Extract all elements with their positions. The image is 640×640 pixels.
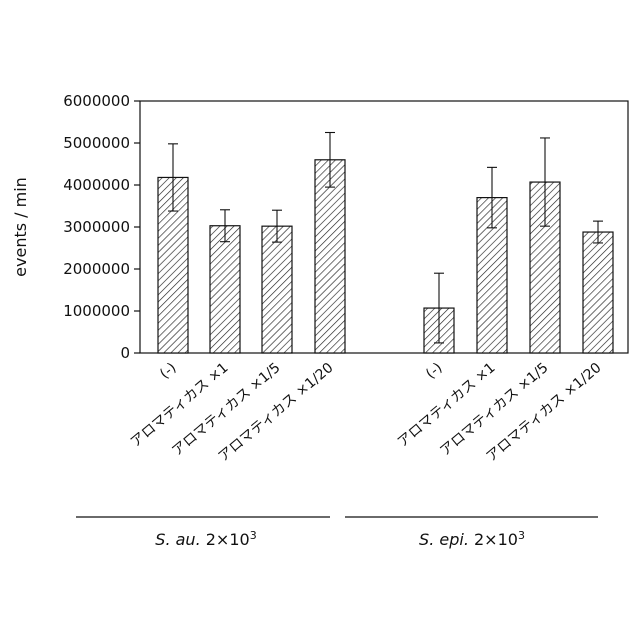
y-tick-label: 4000000 [63, 176, 130, 194]
y-tick-label: 1000000 [63, 302, 130, 320]
y-tick-label: 3000000 [63, 218, 130, 236]
bar [315, 160, 345, 353]
bar [210, 226, 240, 353]
category-labels: (-)アロマティカス ×1アロマティカス ×1/5アロマティカス ×1/20(-… [128, 360, 605, 465]
x-category-label: (-) [157, 360, 180, 383]
y-tick-label: 0 [120, 344, 130, 362]
y-axis: 0 1000000 2000000 3000000 4000000 5000000 6000… [63, 92, 140, 362]
y-axis-label: events / min [11, 177, 30, 277]
group-label-s-au: S. au. 2×103 [155, 529, 256, 549]
x-category-label: アロマティカス ×1 [395, 360, 499, 451]
bar-series [158, 133, 613, 354]
x-category-label: アロマティカス ×1 [128, 360, 232, 451]
group-label-s-epi: S. epi. 2×103 [419, 529, 525, 549]
y-tick-label: 2000000 [63, 260, 130, 278]
x-category-label: (-) [423, 360, 446, 383]
y-tick-label: 6000000 [63, 92, 130, 110]
bar [262, 226, 292, 353]
bar [583, 232, 613, 353]
y-tick-label: 5000000 [63, 134, 130, 152]
